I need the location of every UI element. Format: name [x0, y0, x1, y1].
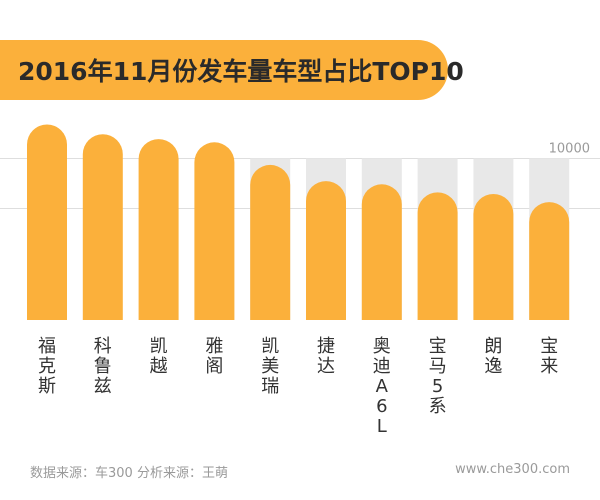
chart-title: 2016年11月份发车量车型占比TOP10 — [18, 57, 464, 86]
y-tick-label: 10000 — [549, 141, 590, 156]
category-label: 凯美瑞 — [261, 336, 279, 397]
bar — [27, 124, 67, 320]
category-label: 朗逸 — [484, 336, 502, 377]
category-label: 凯越 — [150, 336, 168, 377]
bar — [529, 202, 570, 320]
bar — [138, 139, 179, 320]
bar — [82, 134, 123, 320]
category-label: 宝来 — [540, 336, 558, 377]
data-source-note: 数据来源：车300 分析来源：王萌 — [30, 466, 228, 481]
bar — [250, 164, 291, 320]
bar — [361, 184, 402, 320]
bar — [417, 192, 458, 320]
category-label: 科鲁兹 — [94, 336, 112, 397]
website-url: www.che300.com — [455, 462, 570, 477]
category-label: 奥迪 A 6 L — [373, 336, 391, 437]
category-label: 捷达 — [317, 336, 335, 377]
category-label: 雅阁 — [205, 336, 223, 377]
bar — [194, 142, 235, 320]
bar — [473, 193, 514, 320]
title-banner: 2016年11月份发车量车型占比TOP10 — [0, 40, 464, 100]
category-label: 宝马 5 系 — [429, 336, 447, 417]
bar — [306, 181, 346, 320]
category-label: 福克斯 — [38, 336, 56, 397]
